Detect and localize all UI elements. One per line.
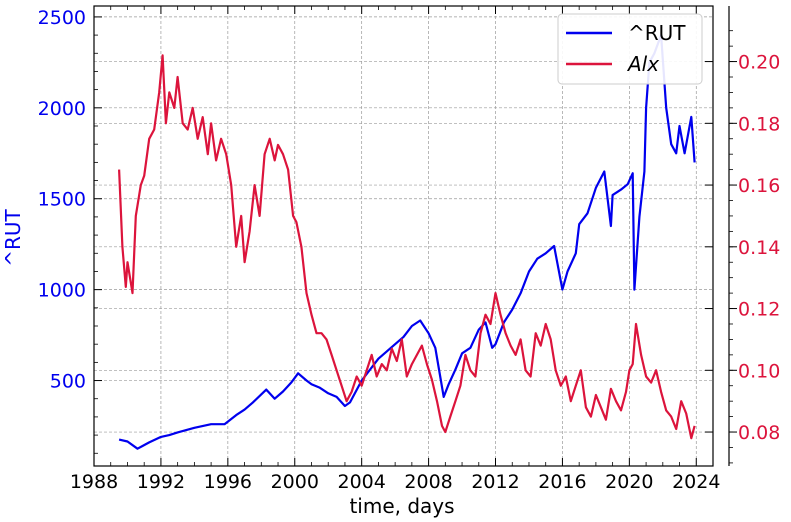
series-line-rut <box>118 34 696 450</box>
plot-frame <box>93 5 714 467</box>
y-left-tick-label: 1500 <box>38 189 86 211</box>
y-left-tick-label: 2500 <box>38 7 86 29</box>
legend-label-alx: Alx <box>626 52 659 76</box>
series-layer <box>118 34 696 450</box>
y-right-tick-label: 0.08 <box>738 422 780 444</box>
y-right-tick-label: 0.16 <box>738 175 780 197</box>
x-tick-label: 1988 <box>70 471 118 493</box>
x-tick-label: 2016 <box>538 471 586 493</box>
y-left-tick-label: 2000 <box>38 98 86 120</box>
y-right-tick-label: 0.10 <box>738 360 780 382</box>
legend-label-rut: ^RUT <box>628 21 686 45</box>
x-tick-label: 2020 <box>605 471 653 493</box>
y-right-axis: 0.08 0.10 0.12 0.14 0.16 0.18 0.20 <box>705 6 780 466</box>
x-tick-label: 1992 <box>137 471 185 493</box>
series-line-alx <box>118 54 696 440</box>
x-axis-title: time, days <box>349 494 454 518</box>
y-left-tick-label: 500 <box>50 371 86 393</box>
x-tick-label: 2024 <box>672 471 720 493</box>
legend-box <box>557 13 703 85</box>
x-tick-label: 2000 <box>271 471 319 493</box>
x-tick-label: 2004 <box>337 471 385 493</box>
y-right-tick-label: 0.12 <box>738 299 780 321</box>
y-right-tick-label: 0.20 <box>738 52 780 74</box>
y-left-tick-label: 1000 <box>38 280 86 302</box>
y-left-axis-title: ^RUT <box>1 208 25 266</box>
y-right-tick-label: 0.18 <box>738 113 780 135</box>
x-axis: 1988 1992 1996 2000 2004 2008 2012 2016 2020 2024 <box>70 6 720 493</box>
y-left-axis: 500 1000 1500 2000 2500 <box>38 7 102 454</box>
x-tick-label: 2008 <box>404 471 452 493</box>
y-right-tick-label: 0.14 <box>738 237 780 259</box>
x-tick-label: 2012 <box>471 471 519 493</box>
legend: ^RUT Alx <box>557 13 703 85</box>
x-tick-label: 1996 <box>204 471 252 493</box>
